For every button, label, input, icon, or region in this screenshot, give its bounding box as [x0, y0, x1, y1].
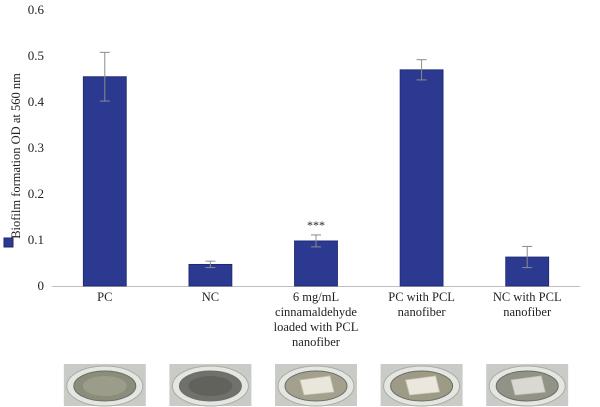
significance-label: ***	[307, 218, 325, 232]
y-tick-label: 0	[38, 278, 45, 293]
well-photo-film	[380, 364, 463, 407]
bar	[82, 76, 127, 287]
category-label: PC with PCL nanofiber	[388, 290, 455, 319]
bars: ***	[82, 51, 550, 287]
well-photo-film	[275, 364, 357, 407]
y-tick-label: 0.3	[28, 140, 44, 155]
x-axis-categories: PC NC 6 mg/mL cinnamaldehyde loaded with PCL…	[97, 290, 561, 349]
y-axis-label: Biofilm formation OD at 560 nm	[9, 73, 23, 239]
well-photo-film	[486, 364, 569, 407]
category-label: NC	[202, 290, 219, 304]
category-label: 6 mg/mL cinnamaldehyde loaded with PCL nano…	[274, 290, 359, 349]
bar	[399, 69, 444, 287]
y-tick-label: 0.6	[28, 2, 45, 17]
y-axis: 0 0.1 0.2 0.3 0.4 0.5 0.6	[28, 2, 580, 293]
well-photo-dark	[169, 364, 252, 407]
bar	[294, 240, 338, 287]
well-photos	[63, 364, 569, 407]
y-tick-label: 0.5	[28, 48, 44, 63]
legend-swatch	[3, 237, 14, 248]
well-photo-dark	[63, 364, 146, 407]
category-label: PC	[97, 290, 112, 304]
y-tick-label: 0.1	[28, 232, 44, 247]
category-label: NC with PCL nanofiber	[493, 290, 562, 319]
y-tick-label: 0.2	[28, 186, 44, 201]
y-tick-label: 0.4	[28, 94, 45, 109]
